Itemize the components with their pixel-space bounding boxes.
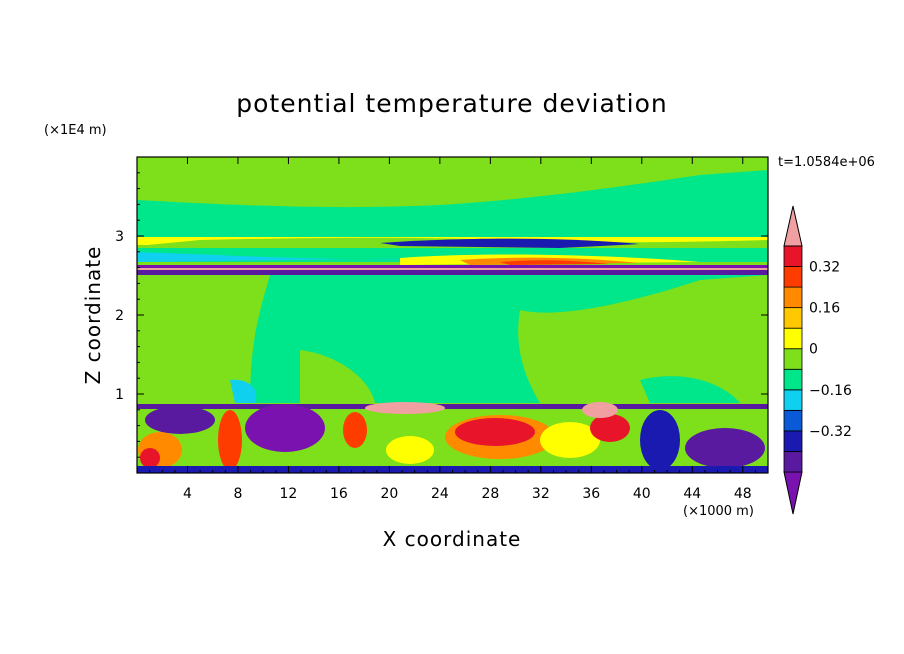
colorbar-max-arrow <box>783 205 803 247</box>
x-unit-label: (×1000 m) <box>683 504 754 519</box>
colorbar-tick-label: 0 <box>809 342 818 358</box>
colorbar-swatch <box>783 389 803 411</box>
colorbar-tick-label: −0.16 <box>809 383 852 399</box>
colorbar-tick-label: 0.32 <box>809 260 840 276</box>
chart-title: potential temperature deviation <box>236 89 667 118</box>
colorbar-swatch <box>783 286 803 309</box>
x-tick-label: 28 <box>481 486 499 502</box>
y-axis-label: Z coordinate <box>81 246 105 385</box>
x-tick-label: 16 <box>330 486 348 502</box>
y-tick-label: 1 <box>115 387 124 403</box>
x-tick-label: 8 <box>233 486 242 502</box>
x-tick-label: 12 <box>280 486 298 502</box>
colorbar-swatch <box>783 348 803 370</box>
x-tick-label: 32 <box>532 486 550 502</box>
y-axis-ticks: 1 2 3 <box>115 172 768 458</box>
colorbar-tick-label: 0.16 <box>809 301 840 317</box>
colorbar-swatch <box>783 409 803 432</box>
x-tick-label: 20 <box>380 486 398 502</box>
x-tick-label: 24 <box>431 486 449 502</box>
x-tick-label: 44 <box>683 486 701 502</box>
x-tick-label: 40 <box>633 486 651 502</box>
colorbar-swatch <box>783 451 803 473</box>
y-tick-label: 3 <box>115 229 124 245</box>
x-tick-label: 36 <box>582 486 600 502</box>
x-axis-label: X coordinate <box>383 527 522 551</box>
colorbar-swatch <box>783 327 803 350</box>
colorbar-swatch <box>783 307 803 329</box>
colorbar-min-arrow <box>783 471 803 515</box>
y-unit-label: (×1E4 m) <box>44 123 107 138</box>
x-tick-label: 48 <box>734 486 752 502</box>
colorbar-swatch <box>783 266 803 288</box>
colorbar-tick-label: −0.32 <box>809 424 852 440</box>
colorbar-swatch <box>783 430 803 452</box>
x-tick-label: 4 <box>183 486 192 502</box>
x-axis-ticks: 4 8 12 16 20 24 28 32 36 40 44 48 <box>149 157 756 502</box>
time-label: t=1.0584e+06 <box>778 155 875 170</box>
colorbar-swatch <box>783 245 803 267</box>
contour-field <box>137 157 768 473</box>
colorbar: 0.32 0.16 0 −0.16 −0.32 <box>783 205 852 515</box>
colorbar-swatch <box>783 368 803 391</box>
y-tick-label: 2 <box>115 308 124 324</box>
